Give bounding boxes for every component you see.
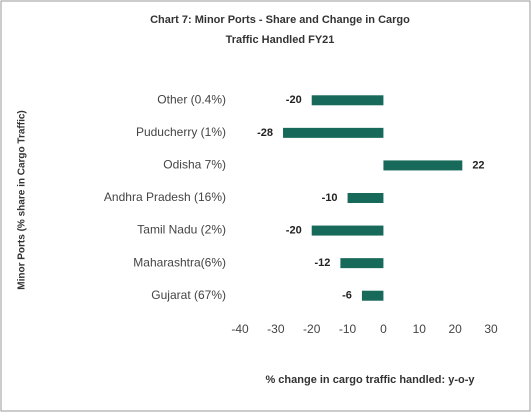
bar (347, 193, 384, 203)
x-tick-label: 10 (413, 322, 427, 336)
y-axis-label: Minor Ports (% share in Cargo Traffic) (17, 110, 28, 289)
data-label: -28 (257, 127, 273, 139)
bar (283, 127, 384, 138)
y-tick-label: Other (0.4%) (157, 92, 226, 106)
y-tick-label: Andhra Pradesh (16%) (104, 190, 226, 204)
x-tick-label: -30 (267, 322, 285, 336)
x-tick-label: 0 (380, 322, 387, 336)
data-label: -10 (322, 192, 338, 204)
bar (361, 290, 384, 301)
chart-title: Traffic Handled FY21 (226, 34, 335, 46)
bar (311, 225, 384, 236)
data-label: -12 (314, 257, 330, 269)
data-label: -20 (286, 94, 302, 106)
data-label: -6 (342, 290, 352, 302)
y-tick-label: Gujarat (67%) (151, 288, 226, 302)
data-label: 22 (472, 159, 484, 171)
chart-title: Chart 7: Minor Ports - Share and Change … (150, 14, 410, 26)
y-tick-label: Maharashtra(6%) (133, 255, 226, 269)
data-label: -20 (286, 224, 302, 236)
bar (340, 258, 384, 269)
x-axis-label: % change in cargo traffic handled: y-o-y (265, 374, 475, 386)
x-tick-label: 20 (448, 322, 462, 336)
y-tick-label: Tamil Nadu (2%) (137, 223, 226, 237)
bar (383, 160, 463, 171)
x-tick-label: -10 (339, 322, 357, 336)
y-tick-label: Odisha 7%) (163, 158, 226, 172)
x-tick-label: 30 (484, 322, 498, 336)
y-tick-label: Puducherry (1%) (136, 125, 226, 139)
x-tick-label: -40 (231, 322, 249, 336)
bar (311, 95, 384, 106)
x-tick-label: -20 (303, 322, 321, 336)
